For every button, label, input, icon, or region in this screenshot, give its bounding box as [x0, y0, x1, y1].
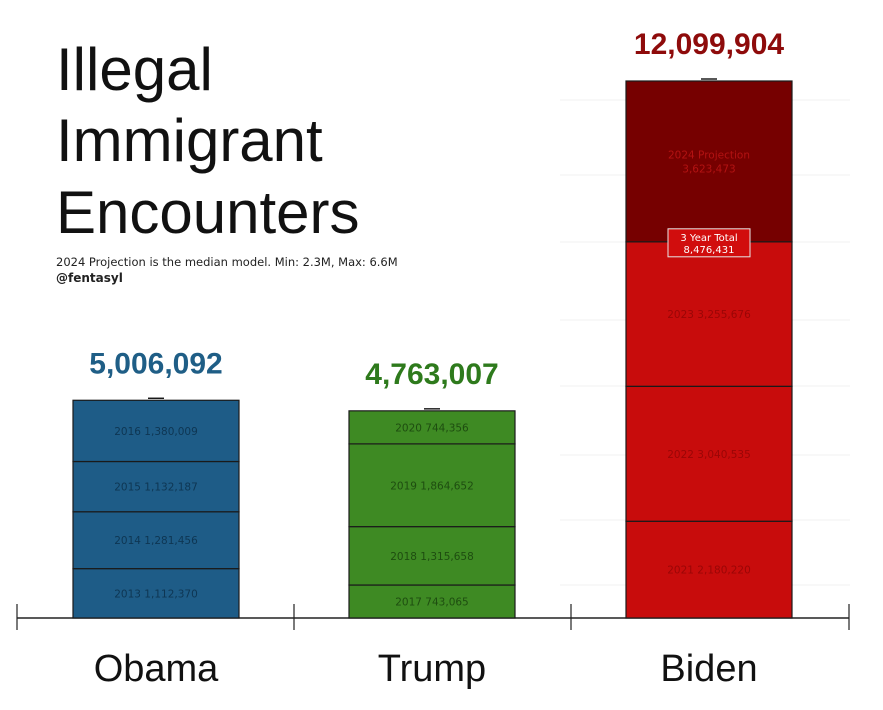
segment-label-obama-2: 2015 1,132,187 — [114, 482, 198, 494]
segment-label-obama-0: 2013 1,112,370 — [114, 588, 198, 600]
segment-label-trump-0: 2017 743,065 — [395, 597, 468, 609]
title-line-2: Immigrant — [56, 107, 323, 174]
segment-label-trump-1: 2018 1,315,658 — [390, 551, 474, 563]
total-label-trump: 4,763,007 — [365, 358, 498, 391]
segment-label-trump-3: 2020 744,356 — [395, 422, 469, 434]
segment-label-biden-3: 2024 Projection — [668, 149, 750, 161]
bar-segment-obama-3 — [72, 399, 240, 463]
title-line-1: Illegal — [56, 36, 213, 103]
bar-segment-obama-0 — [72, 568, 240, 619]
segment-label-trump-2: 2019 1,864,652 — [390, 480, 474, 492]
bar-segment-biden-1 — [625, 385, 793, 522]
category-label-obama: Obama — [94, 648, 219, 690]
bar-segment-trump-0 — [348, 584, 516, 619]
category-label-trump: Trump — [378, 648, 486, 690]
bar-segment-biden-3 — [625, 80, 793, 243]
bar-segment-biden-2 — [625, 241, 793, 387]
bar-segment-trump-3 — [348, 410, 516, 445]
segment-label-biden-2: 2023 3,255,676 — [667, 309, 751, 321]
bar-segment-trump-1 — [348, 526, 516, 586]
total-label-obama: 5,006,092 — [89, 347, 222, 380]
bar-segment-biden-0 — [625, 520, 793, 619]
annotation-text-0: 3 Year Total — [680, 233, 737, 244]
category-label-biden: Biden — [660, 648, 757, 690]
segment-label-obama-3: 2016 1,380,009 — [114, 426, 198, 438]
segment-label-obama-1: 2014 1,281,456 — [114, 535, 198, 547]
chart-subtitle: 2024 Projection is the median model. Min… — [56, 255, 398, 269]
annotation-text-1: 8,476,431 — [684, 245, 735, 256]
segment-label-biden-1: 2022 3,040,535 — [667, 449, 751, 461]
segment-label-biden-0: 2021 2,180,220 — [667, 565, 751, 577]
segment-label-biden-3: 3,623,473 — [682, 163, 735, 175]
author-handle: @fentasyl — [56, 271, 123, 285]
bar-segment-trump-2 — [348, 443, 516, 528]
total-label-biden: 12,099,904 — [634, 28, 784, 61]
title-line-3: Encounters — [56, 179, 360, 246]
annotation-box — [667, 228, 751, 258]
